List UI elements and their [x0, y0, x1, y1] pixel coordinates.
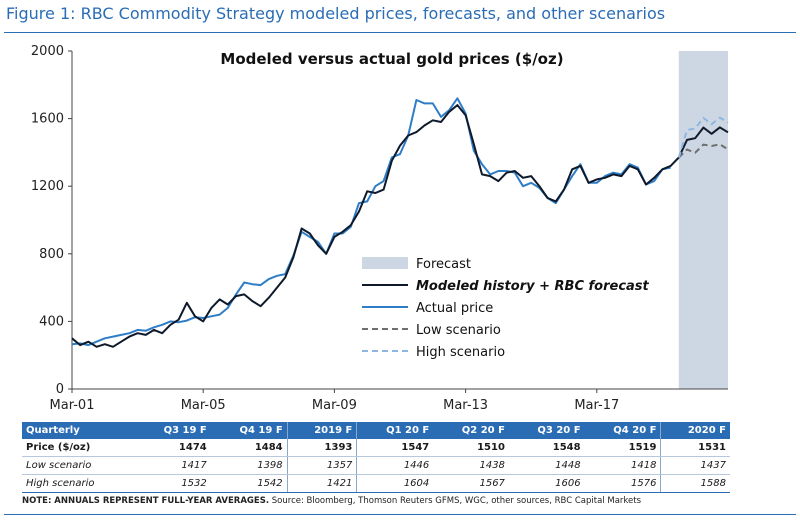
table-cell: 1604: [356, 474, 434, 493]
table-cell: 1606: [508, 474, 585, 493]
table-header-cell: 2019 F: [286, 422, 357, 439]
legend-label-high-scenario: High scenario: [416, 345, 505, 360]
table-cell: 1588: [660, 474, 730, 493]
x-tick-label: Mar-01: [50, 398, 95, 413]
footnote-source: Source: Bloomberg, Thomson Reuters GFMS,…: [269, 496, 642, 506]
x-tick-label: Mar-05: [181, 398, 226, 413]
table-header-row: Quarterly Q3 19 F Q4 19 F 2019 F Q1 20 F…: [22, 422, 730, 439]
footnote-bold: NOTE: ANNUALS REPRESENT FULL-YEAR AVERAG…: [22, 496, 270, 506]
table-cell: 1448: [508, 456, 585, 475]
table-header-cell: Q1 20 F: [356, 422, 434, 439]
table-cell: 1446: [356, 456, 434, 475]
table-cell: 1393: [286, 439, 357, 457]
row-label: Low scenario: [22, 456, 136, 475]
forecast-shade: [678, 51, 728, 389]
table-cell: 1510: [433, 439, 509, 457]
bottom-divider: [4, 514, 796, 515]
table-header-cell: Q3 20 F: [508, 422, 585, 439]
series-line-high-scenario: [677, 116, 729, 158]
table-cell: 1531: [660, 439, 730, 457]
table-cell: 1398: [210, 456, 288, 475]
table-cell: 1421: [286, 474, 357, 493]
table-header-cell: Q2 20 F: [433, 422, 509, 439]
gold-price-chart: 0 400 800 1200 1600 2000 Mar-01 Mar-05 Mar-09 Mar…: [31, 44, 729, 413]
table-cell: 1438: [433, 456, 509, 475]
legend-label-forecast: Forecast: [416, 257, 471, 272]
x-tick-label: Mar-09: [312, 398, 357, 413]
table-cell: 1547: [356, 439, 434, 457]
y-tick-label: 0: [56, 382, 64, 397]
table-row-low: Low scenario 1417 1398 1357 1446 1438 14…: [22, 456, 730, 475]
row-label: Price ($/oz): [22, 439, 136, 457]
table-cell: 1567: [433, 474, 509, 493]
legend-label-actual-price: Actual price: [416, 301, 493, 316]
legend-label-low-scenario: Low scenario: [416, 323, 501, 338]
series-line-low-scenario: [678, 143, 729, 159]
table-cell: 1437: [660, 456, 730, 475]
forecast-table: Quarterly Q3 19 F Q4 19 F 2019 F Q1 20 F…: [22, 422, 730, 493]
table-cell: 1519: [584, 439, 661, 457]
table-cell: 1542: [210, 474, 288, 493]
table-header-cell: Quarterly: [22, 422, 136, 439]
table-cell: 1576: [584, 474, 661, 493]
series-line-actual-price: [71, 97, 671, 347]
series-line-modeled-history-rbc-forecast: [71, 104, 729, 348]
y-tick-label: 400: [39, 314, 64, 329]
table-header-cell: 2020 F: [660, 422, 730, 439]
x-tick-label: Mar-13: [443, 398, 488, 413]
footnote: NOTE: ANNUALS REPRESENT FULL-YEAR AVERAG…: [22, 496, 641, 506]
legend-swatch-forecast: [362, 257, 408, 269]
table-cell: 1417: [135, 456, 211, 475]
table-header-cell: Q3 19 F: [135, 422, 211, 439]
table-cell: 1532: [135, 474, 211, 493]
table-cell: 1484: [210, 439, 288, 457]
row-label: High scenario: [22, 474, 136, 493]
y-tick-label: 2000: [31, 44, 64, 59]
table-header-cell: Q4 20 F: [584, 422, 661, 439]
title-divider: [4, 32, 796, 33]
table-row-high: High scenario 1532 1542 1421 1604 1567 1…: [22, 474, 730, 493]
y-tick-label: 1200: [31, 179, 64, 194]
table-header-cell: Q4 19 F: [210, 422, 288, 439]
table-cell: 1357: [286, 456, 357, 475]
legend-label-modeled-history-rbc-forecast: Modeled history + RBC forecast: [416, 279, 650, 294]
chart-title: Modeled versus actual gold prices ($/oz): [220, 50, 563, 68]
table-cell: 1548: [508, 439, 585, 457]
y-tick-label: 1600: [31, 112, 64, 127]
figure-title: Figure 1: RBC Commodity Strategy modeled…: [6, 4, 666, 23]
table-cell: 1474: [135, 439, 211, 457]
x-tick-label: Mar-17: [574, 398, 619, 413]
table-cell: 1418: [584, 456, 661, 475]
y-tick-label: 800: [39, 247, 64, 262]
table-row-price: Price ($/oz) 1474 1484 1393 1547 1510 15…: [22, 439, 730, 457]
